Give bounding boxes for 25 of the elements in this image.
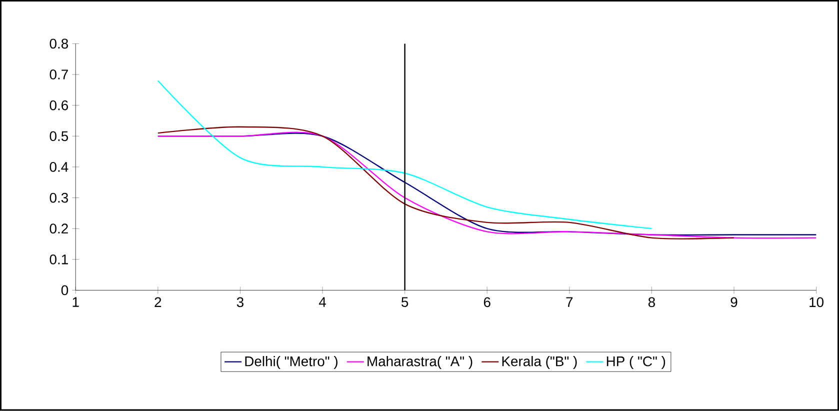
line-series: [157, 126, 735, 240]
x-tick-label: 6: [484, 297, 490, 308]
x-tick-label: 3: [236, 297, 244, 308]
x-tick-label: 5: [401, 297, 408, 308]
y-tick-label: 0.5: [50, 131, 68, 142]
y-tick-label: 0.4: [50, 162, 68, 172]
x-tick-label: 8: [648, 297, 655, 308]
x-tick-label: 4: [318, 297, 326, 307]
y-tick-label: 0.8: [50, 38, 68, 49]
legend-label: HP ( "C" ): [606, 356, 666, 370]
x-tick-label: 1: [72, 297, 79, 307]
line-series: [157, 80, 652, 230]
legend-label: Delhi( "Metro" ): [245, 356, 338, 370]
x-tick-label: 7: [566, 297, 573, 307]
x-tick-label: 9: [730, 297, 738, 308]
y-tick-label: 0.1: [50, 254, 68, 264]
y-tick-label: 0.3: [50, 192, 68, 203]
x-tick-label: 10: [810, 297, 824, 308]
legend-label: Kerala ("B" ): [502, 356, 577, 370]
y-tick-label: 0.6: [50, 100, 68, 110]
y-tick-label: 0.2: [50, 224, 68, 234]
x-tick-label: 2: [154, 297, 162, 308]
y-tick-label: 0: [61, 285, 68, 296]
legend-label: Maharastra( "A" ): [368, 356, 472, 370]
y-tick-label: 0.7: [50, 70, 68, 80]
